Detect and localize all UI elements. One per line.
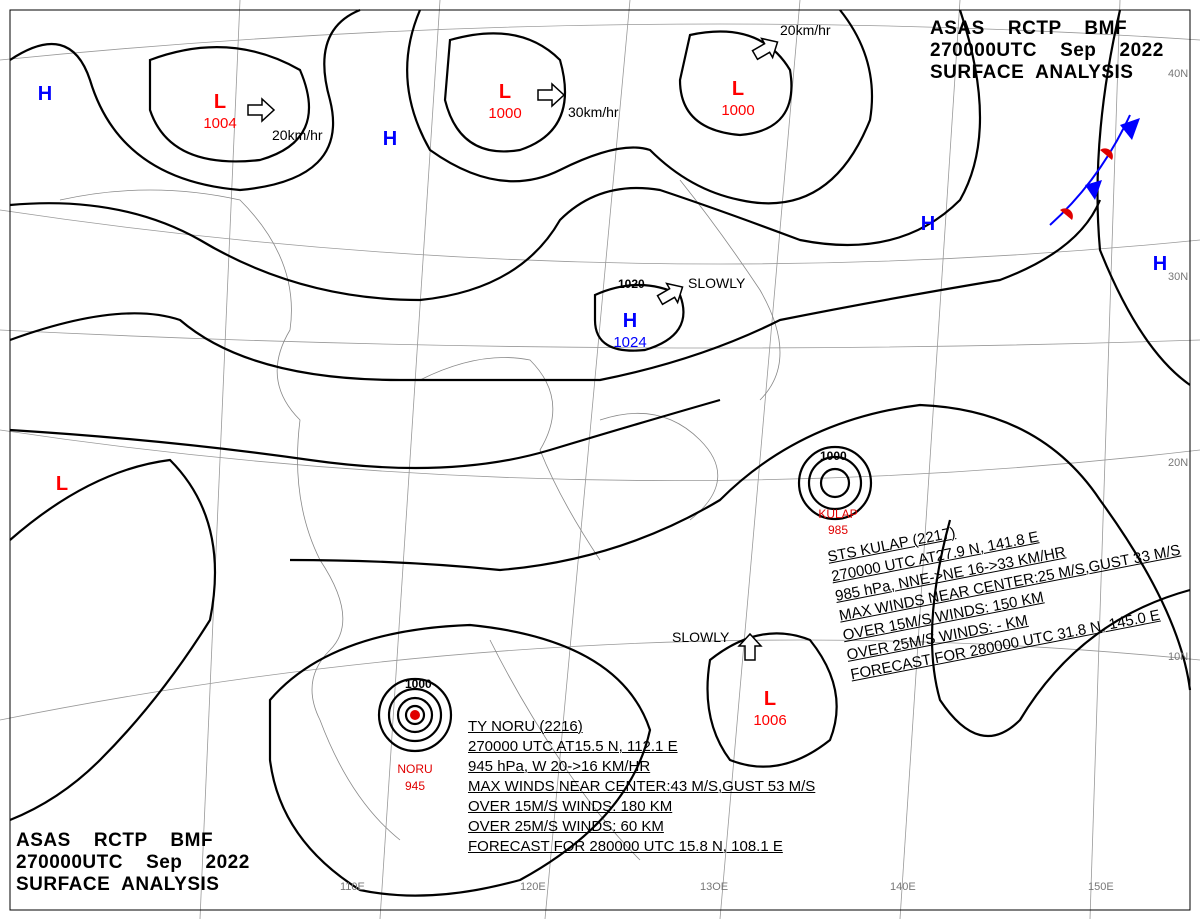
high-pressure-marker: H: [38, 83, 52, 105]
info-line: FORECAST FOR 280000 UTC 15.8 N, 108.1 E: [468, 838, 783, 855]
pressure-value: 1006: [753, 712, 786, 729]
isobar-label: 1020: [618, 277, 645, 291]
lon-label: 110E: [340, 881, 365, 893]
typhoon-pressure: 985: [828, 523, 848, 537]
motion-label: SLOWLY: [688, 275, 746, 291]
lon-label: 13OE: [700, 881, 728, 893]
header-line: 270000UTC Sep 2022: [930, 40, 1164, 61]
motion-label: 20km/hr: [272, 127, 323, 143]
high-pressure-marker: H: [623, 310, 637, 332]
pressure-value: 1000: [721, 102, 754, 119]
isobars: [9, 8, 1192, 897]
lat-label: 30N: [1168, 271, 1188, 283]
header-line: ASAS RCTP BMF: [930, 18, 1128, 39]
high-pressure-marker: H: [921, 213, 935, 235]
typhoon-name: KULAP: [818, 507, 857, 521]
info-line: OVER 15M/S WINDS: 180 KM: [468, 798, 673, 815]
typhoon-pressure: 945: [405, 779, 425, 793]
lon-label: 150E: [1088, 881, 1114, 893]
typhoon-name-labels: KULAP 985 NORU 945: [397, 507, 857, 793]
header-bottom: ASAS RCTP BMF 270000UTC Sep 2022 SURFACE A…: [16, 830, 250, 896]
motion-arrow-icon: [537, 82, 566, 108]
pressure-centers: H L 1004 H L 1000 L 1000 H H H 1024 L L 1006: [38, 78, 1167, 729]
isobar-label: 1000: [820, 449, 847, 463]
grid-labels: 40N 30N 20N 10N 110E 120E 13OE 140E 150E: [340, 68, 1188, 893]
low-pressure-marker: L: [56, 473, 68, 495]
lon-label: 140E: [890, 881, 916, 893]
header-line: 270000UTC Sep 2022: [16, 852, 250, 873]
lon-label: 120E: [520, 881, 546, 893]
pressure-value: 1024: [613, 334, 646, 351]
header-top: ASAS RCTP BMF 270000UTC Sep 2022 SURFACE A…: [930, 18, 1164, 84]
isobar-labels: 1020 1000 1000: [405, 277, 847, 691]
pressure-value: 1000: [488, 105, 521, 122]
low-pressure-marker: L: [764, 688, 776, 710]
info-line: 270000 UTC AT15.5 N, 112.1 E: [468, 738, 678, 755]
motion-label: 30km/hr: [568, 104, 619, 120]
high-pressure-marker: H: [1153, 253, 1167, 275]
isobar-label: 1000: [405, 677, 432, 691]
info-line: 945 hPa, W 20->16 KM/HR: [468, 758, 651, 775]
motion-arrow-icon: [247, 97, 276, 123]
info-line: MAX WINDS NEAR CENTER:43 M/S,GUST 53 M/S: [468, 778, 816, 795]
lat-label: 40N: [1168, 68, 1188, 80]
info-line: TY NORU (2216): [468, 718, 583, 735]
fronts: [1049, 114, 1140, 226]
motion-label: 20km/hr: [780, 22, 831, 38]
motion-labels: 20km/hr 30km/hr 20km/hr SLOWLY SLOWLY: [247, 22, 831, 661]
motion-arrow-icon: [737, 632, 763, 661]
pressure-value: 1004: [203, 115, 236, 132]
noru-info: TY NORU (2216) 270000 UTC AT15.5 N, 112.…: [468, 717, 815, 857]
motion-label: SLOWLY: [672, 629, 730, 645]
motion-arrow-icon: [656, 282, 684, 306]
typhoon-name: NORU: [397, 762, 432, 776]
low-pressure-marker: L: [732, 78, 744, 100]
high-pressure-marker: H: [383, 128, 397, 150]
header-line: ASAS RCTP BMF: [16, 830, 214, 851]
noru-center-marker: [410, 710, 420, 720]
coastlines: [59, 179, 781, 861]
low-pressure-marker: L: [214, 91, 226, 113]
header-line: SURFACE ANALYSIS: [930, 62, 1134, 83]
motion-arrow-icon: [751, 37, 779, 61]
lat-label: 20N: [1168, 457, 1188, 469]
lat-label: 10N: [1168, 651, 1188, 663]
low-pressure-marker: L: [499, 81, 511, 103]
info-line: OVER 25M/S WINDS: 60 KM: [468, 818, 664, 835]
header-line: SURFACE ANALYSIS: [16, 874, 220, 895]
